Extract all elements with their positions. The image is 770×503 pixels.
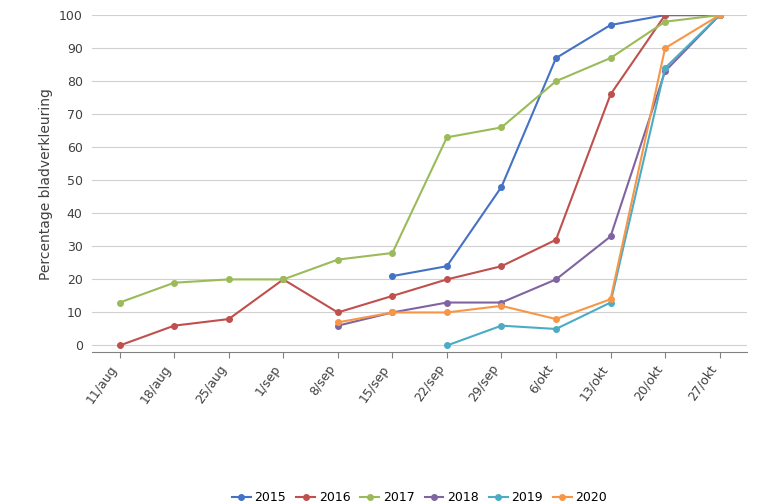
2017: [715, 12, 725, 18]
2017: [606, 55, 615, 61]
2015: [715, 12, 725, 18]
2015: [606, 22, 615, 28]
2018: [388, 309, 397, 315]
2020: [388, 309, 397, 315]
2019: [551, 326, 561, 332]
2019: [715, 12, 725, 18]
2020: [661, 45, 670, 51]
2015: [388, 273, 397, 279]
2016: [715, 12, 725, 18]
2016: [333, 309, 343, 315]
2016: [388, 293, 397, 299]
2017: [224, 276, 233, 282]
Y-axis label: Percentage bladverkleuring: Percentage bladverkleuring: [39, 88, 53, 280]
Line: 2017: 2017: [117, 12, 722, 305]
2016: [497, 263, 506, 269]
2019: [606, 299, 615, 305]
2017: [442, 134, 451, 140]
Line: 2018: 2018: [335, 12, 722, 328]
2020: [551, 316, 561, 322]
2020: [442, 309, 451, 315]
2016: [169, 322, 179, 328]
Line: 2015: 2015: [390, 12, 722, 279]
Line: 2020: 2020: [335, 12, 722, 325]
2018: [497, 299, 506, 305]
2020: [333, 319, 343, 325]
Legend: 2015, 2016, 2017, 2018, 2019, 2020: 2015, 2016, 2017, 2018, 2019, 2020: [227, 486, 612, 503]
Line: 2016: 2016: [117, 12, 722, 348]
2019: [661, 65, 670, 71]
2017: [661, 19, 670, 25]
2019: [442, 343, 451, 349]
2020: [715, 12, 725, 18]
2017: [279, 276, 288, 282]
2018: [551, 276, 561, 282]
2015: [661, 12, 670, 18]
2018: [606, 233, 615, 239]
2016: [115, 343, 124, 349]
2016: [606, 92, 615, 98]
2018: [661, 68, 670, 74]
2015: [551, 55, 561, 61]
2016: [442, 276, 451, 282]
Line: 2019: 2019: [444, 12, 722, 348]
2018: [442, 299, 451, 305]
2017: [169, 280, 179, 286]
2017: [115, 299, 124, 305]
2018: [715, 12, 725, 18]
2017: [497, 124, 506, 130]
2018: [333, 322, 343, 328]
2015: [497, 184, 506, 190]
2016: [661, 12, 670, 18]
2016: [224, 316, 233, 322]
2020: [606, 296, 615, 302]
2017: [551, 78, 561, 84]
2015: [442, 263, 451, 269]
2019: [497, 322, 506, 328]
2017: [388, 250, 397, 256]
2016: [551, 237, 561, 243]
2020: [497, 303, 506, 309]
2017: [333, 257, 343, 263]
2016: [279, 276, 288, 282]
